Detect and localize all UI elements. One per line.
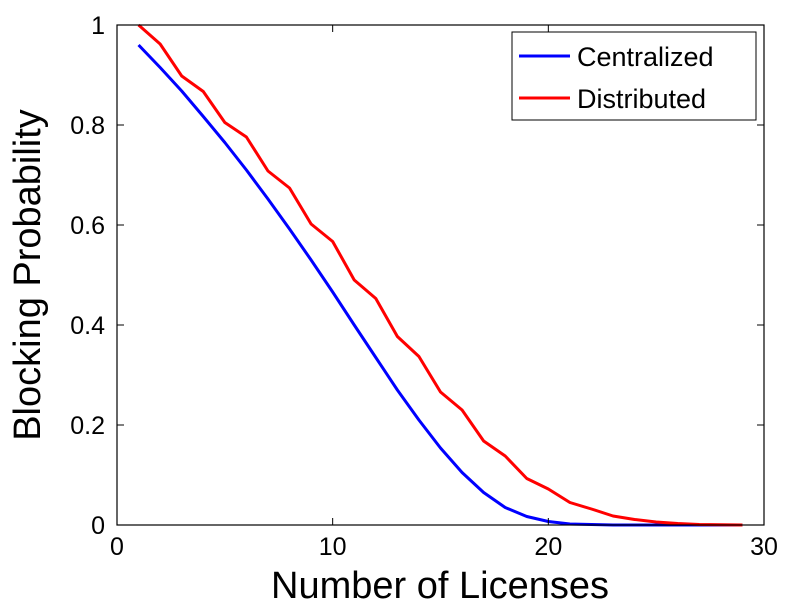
y-axis-title: Blocking Probability bbox=[7, 109, 49, 441]
x-tick-label: 0 bbox=[110, 533, 124, 561]
x-tick-label: 10 bbox=[319, 533, 347, 561]
y-tick-label: 0.2 bbox=[70, 412, 105, 440]
plot-frame bbox=[116, 24, 765, 526]
legend-label-centralized: Centralized bbox=[577, 42, 714, 72]
y-tick-label: 0 bbox=[91, 512, 105, 540]
y-tick-label: 0.6 bbox=[70, 212, 105, 240]
x-tick-label: 20 bbox=[534, 533, 562, 561]
y-tick-label: 0.4 bbox=[70, 312, 105, 340]
y-tick-label: 0.8 bbox=[70, 112, 105, 140]
legend-label-distributed: Distributed bbox=[577, 84, 706, 114]
y-tick-label: 1 bbox=[91, 12, 105, 40]
tick-layer: 0 10 20 30 0 0.2 0.4 0.6 0.8 1 bbox=[70, 12, 778, 561]
x-axis-title: Number of Licenses bbox=[271, 565, 609, 607]
legend-box bbox=[511, 31, 757, 121]
x-tick-label: 30 bbox=[750, 533, 778, 561]
series-line-distributed bbox=[137, 23, 743, 527]
legend: Centralized Distributed bbox=[511, 31, 757, 121]
